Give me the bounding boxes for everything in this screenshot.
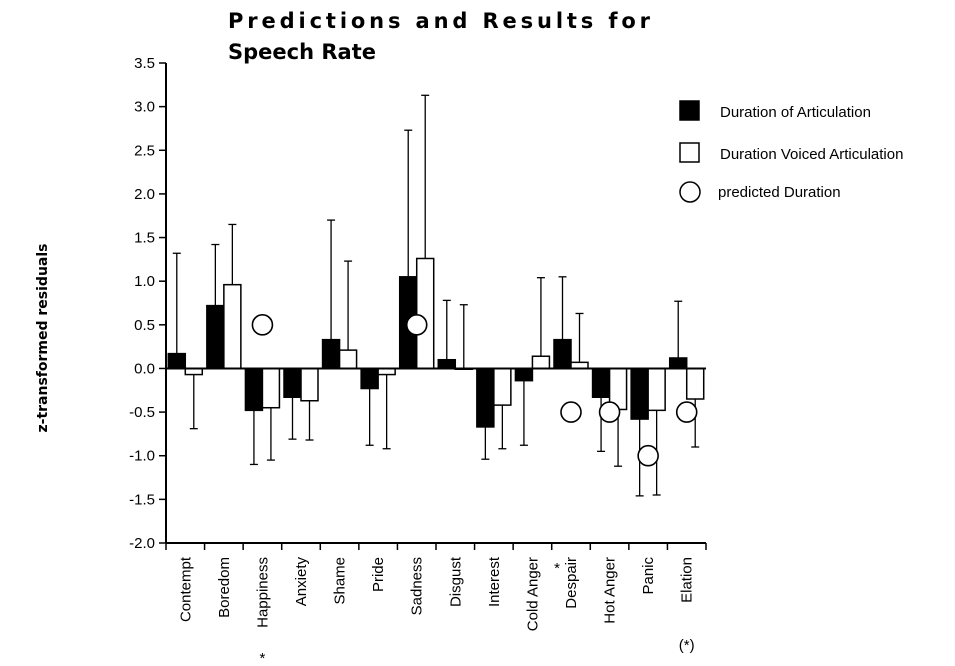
category-label-elation: Elation	[679, 557, 696, 603]
bar-articulation	[437, 358, 457, 370]
y-tick-label: 3.5	[134, 55, 155, 72]
predicted-duration-marker	[675, 401, 698, 423]
category-label-hot-anger: Hot Anger	[602, 557, 619, 624]
bar-voiced-articulation	[300, 367, 319, 402]
bar-voiced-articulation	[338, 349, 358, 370]
category-label-boredom: Boredom	[216, 557, 233, 618]
bar-articulation	[360, 367, 379, 390]
y-tick-label: 1.5	[134, 230, 155, 247]
bar-voiced-articulation	[647, 367, 666, 412]
bar-articulation	[283, 367, 302, 399]
legend-swatch-voiced	[679, 142, 700, 163]
category-label-panic: Panic	[640, 557, 657, 595]
y-tick-label: -1.0	[129, 448, 155, 465]
category-label-happiness: Happiness	[254, 557, 271, 628]
predicted-duration-marker	[560, 401, 582, 423]
bar-articulation	[206, 304, 225, 370]
category-label-shame: Shame	[332, 557, 349, 605]
y-tick-label: -2.0	[129, 535, 155, 552]
bar-voiced-articulation	[261, 367, 281, 409]
axes	[165, 63, 707, 550]
predicted-markers	[251, 314, 698, 467]
bar-articulation	[244, 367, 264, 412]
bar-voiced-articulation	[685, 367, 705, 400]
y-axis-ticks: 3.5 3.0 2.5 2.0 1.5 1.0 0.5 0.0 -0.5 -1.0 -1.5 -2.0	[129, 55, 166, 552]
category-labels: Contempt Boredom Happiness * Anxiety Shame Pri…	[177, 556, 695, 666]
category-label-contempt: Contempt	[177, 556, 194, 622]
bar-voiced-articulation	[493, 367, 512, 406]
y-tick-label: 1.0	[134, 273, 155, 290]
category-note: (*)	[679, 637, 695, 654]
bar-articulation	[167, 352, 187, 370]
bar-series	[167, 257, 705, 428]
legend-circle-predicted	[679, 181, 701, 203]
bar-articulation	[668, 357, 688, 370]
chart-title-line-2: Speech Rate	[228, 40, 376, 64]
category-label-interest: Interest	[486, 556, 503, 607]
y-tick-label: 3.0	[134, 99, 155, 116]
category-label-sadness: Sadness	[409, 557, 426, 615]
legend-swatch-articulation	[679, 100, 700, 121]
category-label-anxiety: Anxiety	[293, 557, 310, 607]
y-tick-label: -0.5	[129, 404, 155, 421]
bar-articulation	[514, 367, 534, 382]
y-tick-label: 2.0	[134, 186, 155, 203]
bar-voiced-articulation	[415, 257, 435, 370]
y-tick-label: 0.5	[134, 317, 155, 334]
category-label-disgust: Disgust	[447, 556, 464, 607]
category-note: *	[260, 650, 266, 666]
legend-label-voiced: Duration Voiced Articulation	[720, 146, 903, 163]
bar-articulation	[553, 338, 572, 370]
bar-articulation	[591, 367, 611, 399]
chart-title-line-1: Predictions and Results for	[228, 9, 651, 33]
bar-articulation	[476, 367, 495, 428]
legend-label-predicted: predicted Duration	[718, 184, 841, 201]
predicted-duration-marker	[405, 314, 428, 336]
category-label-cold-anger: Cold Anger	[524, 557, 541, 631]
legend-label-articulation: Duration of Articulation	[720, 104, 871, 121]
y-tick-label: -1.5	[129, 491, 155, 508]
bar-articulation	[630, 367, 649, 420]
bar-articulation	[321, 338, 341, 370]
bar-voiced-articulation	[223, 283, 242, 370]
predicted-duration-marker	[251, 314, 274, 336]
y-tick-label: 2.5	[134, 142, 155, 159]
category-note: *	[554, 560, 560, 577]
category-label-pride: Pride	[370, 557, 387, 592]
legend: Duration of Articulation Duration Voiced…	[679, 100, 903, 203]
predicted-duration-marker	[598, 401, 621, 423]
y-axis-label: z-transformed residuals	[35, 244, 51, 433]
bar-voiced-articulation	[531, 355, 551, 370]
y-tick-label: 0.0	[134, 360, 155, 377]
predicted-duration-marker	[637, 444, 659, 467]
category-label-despair: Despair	[563, 557, 580, 609]
error-bars	[172, 94, 700, 497]
